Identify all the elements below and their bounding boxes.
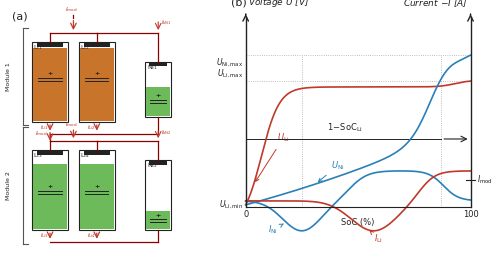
Text: +: + <box>48 71 52 76</box>
Text: +: + <box>94 71 100 76</box>
Text: $I_{\mathrm{mod}}$: $I_{\mathrm{mod}}$ <box>65 5 78 14</box>
Bar <box>146 62 171 117</box>
Text: Li$_2$: Li$_2$ <box>80 43 90 52</box>
Text: $U_{\mathrm{Li}}$: $U_{\mathrm{Li}}$ <box>256 132 290 181</box>
Text: $I_{\mathrm{mod}}$: $I_{\mathrm{mod}}$ <box>35 129 48 138</box>
Text: Ni$_2$: Ni$_2$ <box>146 161 158 170</box>
Text: 0: 0 <box>243 210 248 219</box>
Text: (b): (b) <box>231 0 247 8</box>
Bar <box>78 150 115 230</box>
Bar <box>84 150 110 156</box>
Text: $I_{\mathrm{bN1}}$: $I_{\mathrm{bN1}}$ <box>160 18 172 27</box>
Text: $U_{\mathrm{Li,max}}$: $U_{\mathrm{Li,max}}$ <box>217 68 244 80</box>
Text: $U_{\mathrm{Ni}}$: $U_{\mathrm{Ni}}$ <box>318 159 344 182</box>
Text: $I_{\mathrm{Li2}}$: $I_{\mathrm{Li2}}$ <box>87 123 96 132</box>
Text: $I_{\mathrm{Li1}}$: $I_{\mathrm{Li1}}$ <box>40 123 49 132</box>
Text: (a): (a) <box>12 12 28 21</box>
Text: $I_{\mathrm{mod}}$: $I_{\mathrm{mod}}$ <box>65 120 78 129</box>
Text: $I_{\mathrm{Li4}}$: $I_{\mathrm{Li4}}$ <box>87 231 96 240</box>
Bar <box>84 42 110 47</box>
Bar <box>146 87 170 116</box>
Text: Current $-I$ [A]: Current $-I$ [A] <box>404 0 468 9</box>
Text: +: + <box>94 184 100 189</box>
Text: $I_{\mathrm{bN2}}$: $I_{\mathrm{bN2}}$ <box>160 128 171 137</box>
Text: Voltage $U$ [V]: Voltage $U$ [V] <box>248 0 310 9</box>
Text: Module 1: Module 1 <box>6 62 11 91</box>
Text: $U_{\mathrm{Ni,max}}$: $U_{\mathrm{Ni,max}}$ <box>216 57 244 69</box>
Text: 100: 100 <box>462 210 478 219</box>
Bar <box>80 164 114 229</box>
Text: +: + <box>48 184 52 189</box>
Bar <box>146 160 171 230</box>
Bar <box>33 164 67 229</box>
Text: $I_{\mathrm{Li}}$: $I_{\mathrm{Li}}$ <box>370 231 382 245</box>
Text: $I_{\mathrm{mod}}$: $I_{\mathrm{mod}}$ <box>478 174 493 186</box>
Bar <box>146 211 170 229</box>
Text: $1\!-\!\mathrm{SoC}_{\mathrm{Li}}$: $1\!-\!\mathrm{SoC}_{\mathrm{Li}}$ <box>327 122 362 134</box>
Text: $I_{\mathrm{Li3}}$: $I_{\mathrm{Li3}}$ <box>40 231 49 240</box>
Text: +: + <box>156 212 161 218</box>
Text: Ni$_1$: Ni$_1$ <box>146 63 158 72</box>
Bar <box>149 160 167 165</box>
Text: Module 2: Module 2 <box>6 171 11 200</box>
Bar <box>32 42 68 122</box>
Bar <box>146 211 170 229</box>
Text: $I_{\mathrm{Ni}}$: $I_{\mathrm{Ni}}$ <box>268 223 283 236</box>
Text: Li$_1$: Li$_1$ <box>33 43 42 52</box>
Text: $U_{\mathrm{Li,min}}$: $U_{\mathrm{Li,min}}$ <box>219 199 244 211</box>
Text: +: + <box>156 93 161 98</box>
Bar <box>32 150 68 230</box>
Bar <box>38 150 62 156</box>
Bar <box>33 48 67 121</box>
Bar <box>80 48 114 121</box>
Bar <box>149 62 167 66</box>
Text: Li$_3$: Li$_3$ <box>33 151 42 160</box>
Bar <box>38 42 62 47</box>
Bar <box>78 42 115 122</box>
Text: Li$_4$: Li$_4$ <box>80 151 90 160</box>
Text: SoC (%): SoC (%) <box>342 218 375 227</box>
